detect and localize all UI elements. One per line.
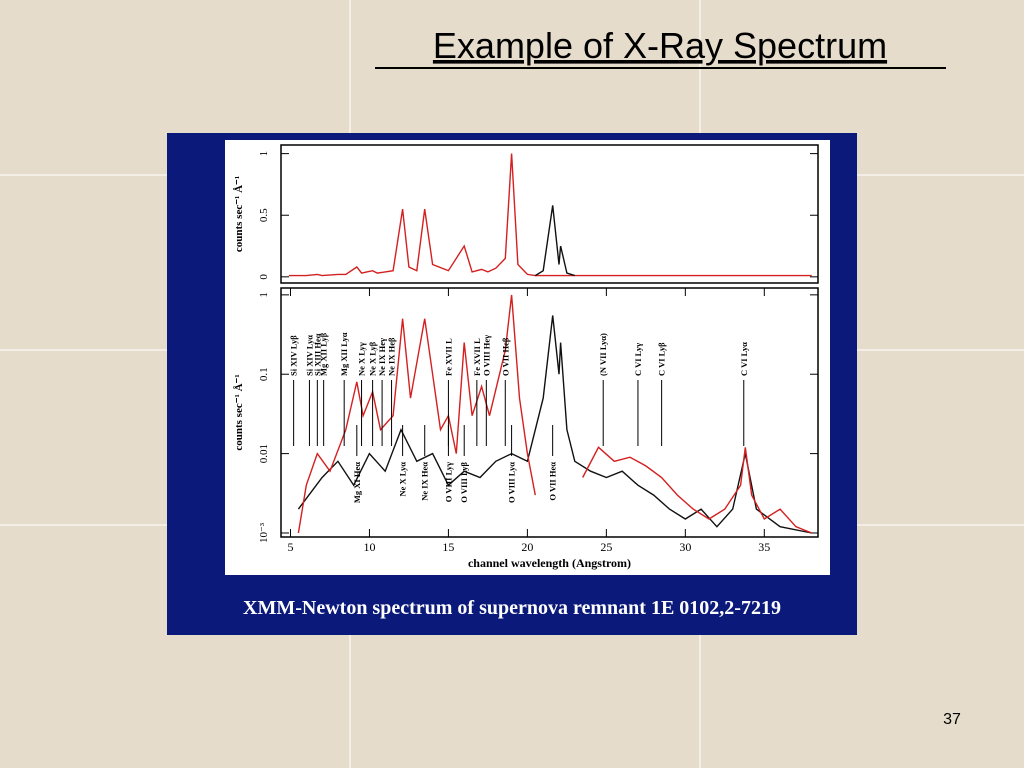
- slide-title: Example of X-Ray Spectrum: [433, 25, 887, 66]
- y-axis-label: counts sec⁻¹ Å⁻¹: [233, 176, 245, 252]
- annotation-label: O VII Heβ: [500, 337, 510, 376]
- y-tick-label: 1: [258, 151, 270, 157]
- annotation-label: Ne X Lyα: [398, 462, 408, 497]
- annotation-label: O VIII Lyα: [507, 462, 517, 503]
- annotation-label: C VI Lyβ: [657, 342, 667, 376]
- annotation-label: Ne IX Heα: [420, 462, 430, 501]
- annotation-label: Mg XII Lyβ: [319, 332, 329, 376]
- x-tick-label: 20: [521, 540, 533, 554]
- spectrum-line: [534, 205, 576, 277]
- figure-caption: XMM-Newton spectrum of supernova remnant…: [243, 597, 781, 619]
- annotation-label: C VI Lyα: [739, 342, 749, 376]
- annotation-label: O VIII Heγ: [481, 335, 491, 376]
- annotation-label: Fe XVII L: [443, 338, 453, 376]
- annotation-label: O VIII Lyγ: [443, 462, 453, 502]
- y-tick-label: 0: [258, 274, 270, 280]
- page-number: 37: [943, 711, 961, 728]
- annotation-label: O VII Heα: [548, 462, 558, 501]
- annotation-label: Si XIV Lyα: [304, 335, 314, 376]
- annotation-label: Mg XII Lyα: [339, 332, 349, 376]
- y-tick-label: 0.5: [258, 208, 270, 222]
- spectrum-line: [297, 294, 812, 534]
- plot-frame: [280, 144, 819, 284]
- y-tick-label: 10⁻³: [258, 522, 270, 543]
- annotation-label: Fe XVII L: [472, 338, 482, 376]
- annotation-label: O VIII Lyβ: [459, 461, 469, 502]
- annotation-label: Mg XI Heα: [352, 462, 362, 503]
- x-tick-label: 10: [363, 540, 375, 554]
- x-tick-label: 25: [600, 540, 612, 554]
- annotation-label: Ne X Lyγ: [357, 342, 367, 376]
- annotation-label: Ne IX Heβ: [387, 337, 397, 376]
- annotation-label: Ne X Lyβ: [368, 341, 378, 376]
- y-tick-label: 0.01: [258, 444, 270, 463]
- spectrum-line: [288, 153, 812, 277]
- annotation-label: Si XIV Lyβ: [289, 335, 299, 376]
- x-tick-label: 5: [287, 540, 293, 554]
- annotation-label: C VI Lyγ: [633, 343, 643, 376]
- x-tick-label: 15: [442, 540, 454, 554]
- annotation-label: (N VII Lyα): [598, 333, 608, 376]
- x-axis-label: channel wavelength (Angstrom): [468, 556, 631, 570]
- x-tick-label: 35: [758, 540, 770, 554]
- plot-frame: [280, 287, 819, 538]
- y-tick-label: 0.1: [258, 367, 270, 381]
- y-axis-label: counts sec⁻¹ Å⁻¹: [233, 374, 245, 450]
- x-tick-label: 30: [679, 540, 691, 554]
- y-tick-label: 1: [258, 292, 270, 298]
- annotation-label: Ne IX Heγ: [377, 338, 387, 376]
- spectrum-line: [297, 315, 812, 534]
- annotation-label: Si XIII Heα: [312, 333, 322, 376]
